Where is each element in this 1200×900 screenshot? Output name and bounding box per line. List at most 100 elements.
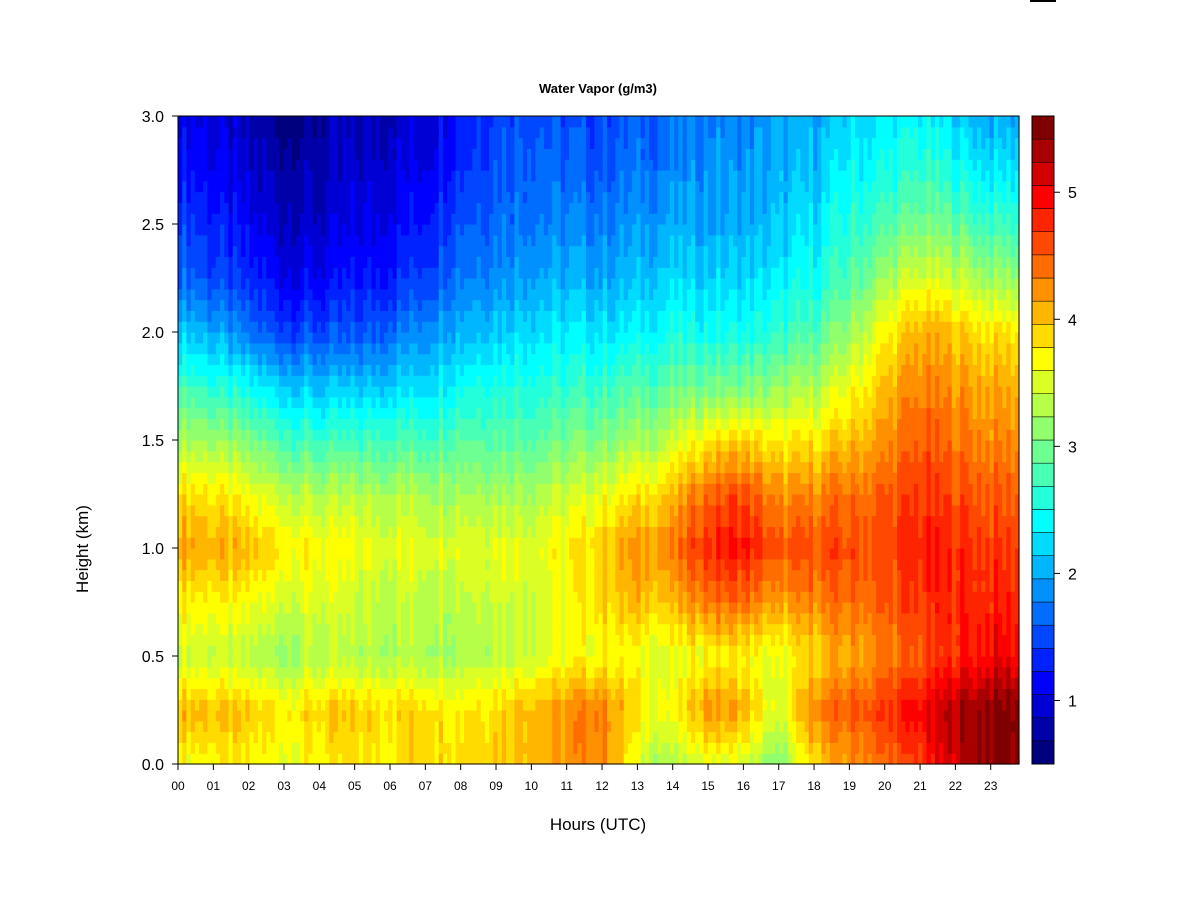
heatmap-cell	[299, 710, 305, 722]
heatmap-cell	[262, 245, 267, 257]
heatmap-cell	[363, 299, 368, 311]
heatmap-cell	[392, 234, 398, 247]
heatmap-cell	[329, 472, 335, 484]
heatmap-cell	[442, 666, 448, 679]
heatmap-cell	[371, 332, 377, 344]
heatmap-cell	[468, 731, 473, 743]
heatmap-cell	[497, 548, 503, 560]
heatmap-cell	[493, 170, 499, 182]
heatmap-cell	[337, 580, 343, 592]
heatmap-cell	[476, 461, 482, 473]
heatmap-cell	[236, 472, 242, 484]
heatmap-cell	[518, 634, 524, 646]
heatmap-cell	[320, 666, 326, 679]
heatmap-cell	[186, 213, 192, 225]
heatmap-cell	[354, 278, 360, 290]
heatmap-cell	[451, 245, 457, 257]
heatmap-cell	[363, 558, 368, 571]
heatmap-cell	[447, 256, 452, 268]
heatmap-cell	[463, 202, 469, 214]
heatmap-cell	[211, 515, 217, 527]
heatmap-cell	[426, 191, 431, 203]
heatmap-cell	[320, 720, 326, 733]
heatmap-cell	[375, 483, 381, 495]
heatmap-cell	[270, 440, 276, 452]
heatmap-cell	[375, 742, 381, 754]
heatmap-cell	[312, 612, 318, 625]
heatmap-cell	[291, 440, 297, 452]
heatmap-cell	[396, 720, 402, 733]
heatmap-cell	[232, 515, 238, 527]
heatmap-cell	[299, 321, 305, 333]
heatmap-cell	[497, 645, 503, 657]
heatmap-cell	[236, 234, 242, 247]
heatmap-cell	[190, 504, 196, 517]
heatmap-cell	[253, 494, 259, 506]
heatmap-cell	[320, 396, 326, 409]
heatmap-cell	[211, 332, 217, 344]
heatmap-cell	[384, 656, 389, 668]
heatmap-cell	[384, 580, 389, 592]
heatmap-cell	[438, 364, 444, 376]
heatmap-cell	[249, 688, 255, 700]
heatmap-cell	[241, 483, 246, 495]
heatmap-cell	[430, 440, 436, 452]
heatmap-cell	[190, 742, 196, 754]
heatmap-cell	[316, 634, 322, 646]
heatmap-cell	[363, 375, 368, 387]
heatmap-cell	[493, 602, 499, 614]
heatmap-cell	[325, 148, 330, 160]
heatmap-cell	[270, 418, 276, 430]
heatmap-cell	[358, 612, 364, 625]
heatmap-cell	[337, 515, 343, 527]
heatmap-cell	[190, 666, 196, 679]
heatmap-cell	[325, 332, 330, 344]
heatmap-cell	[426, 753, 431, 765]
heatmap-cell	[266, 612, 272, 625]
heatmap-cell	[257, 753, 263, 765]
heatmap-cell	[224, 580, 230, 592]
heatmap-cell	[405, 364, 410, 376]
heatmap-cell	[379, 267, 385, 279]
heatmap-cell	[421, 213, 427, 225]
heatmap-cell	[236, 396, 242, 409]
heatmap-cell	[514, 612, 520, 625]
heatmap-cell	[489, 440, 494, 452]
heatmap-cell	[384, 170, 389, 182]
heatmap-cell	[270, 256, 276, 268]
heatmap-cell	[270, 537, 276, 549]
heatmap-cell	[186, 591, 192, 603]
heatmap-cell	[392, 537, 398, 549]
heatmap-cell	[207, 386, 213, 398]
heatmap-cell	[278, 731, 284, 743]
heatmap-cell	[501, 699, 507, 711]
heatmap-cell	[257, 580, 263, 592]
heatmap-cell	[342, 515, 347, 527]
heatmap-cell	[266, 310, 272, 322]
heatmap-cell	[451, 342, 457, 355]
heatmap-cell	[459, 548, 465, 560]
heatmap-cell	[295, 234, 301, 247]
heatmap-cell	[232, 386, 238, 398]
heatmap-cell	[384, 396, 389, 409]
heatmap-cell	[367, 170, 373, 182]
heatmap-cell	[291, 461, 297, 473]
heatmap-cell	[350, 267, 356, 279]
heatmap-cell	[405, 656, 410, 668]
heatmap-cell	[426, 159, 431, 171]
heatmap-cell	[199, 234, 204, 247]
heatmap-cell	[295, 245, 301, 257]
heatmap-cell	[438, 656, 444, 668]
heatmap-cell	[430, 191, 436, 203]
heatmap-cell	[186, 245, 192, 257]
heatmap-cell	[409, 148, 415, 160]
heatmap-cell	[257, 494, 263, 506]
heatmap-cell	[472, 461, 478, 473]
heatmap-cell	[413, 753, 419, 765]
heatmap-cell	[518, 569, 524, 581]
heatmap-cell	[417, 677, 423, 689]
heatmap-cell	[384, 753, 389, 765]
heatmap-cell	[245, 515, 251, 527]
heatmap-cell	[459, 558, 465, 571]
heatmap-cell	[232, 126, 238, 139]
